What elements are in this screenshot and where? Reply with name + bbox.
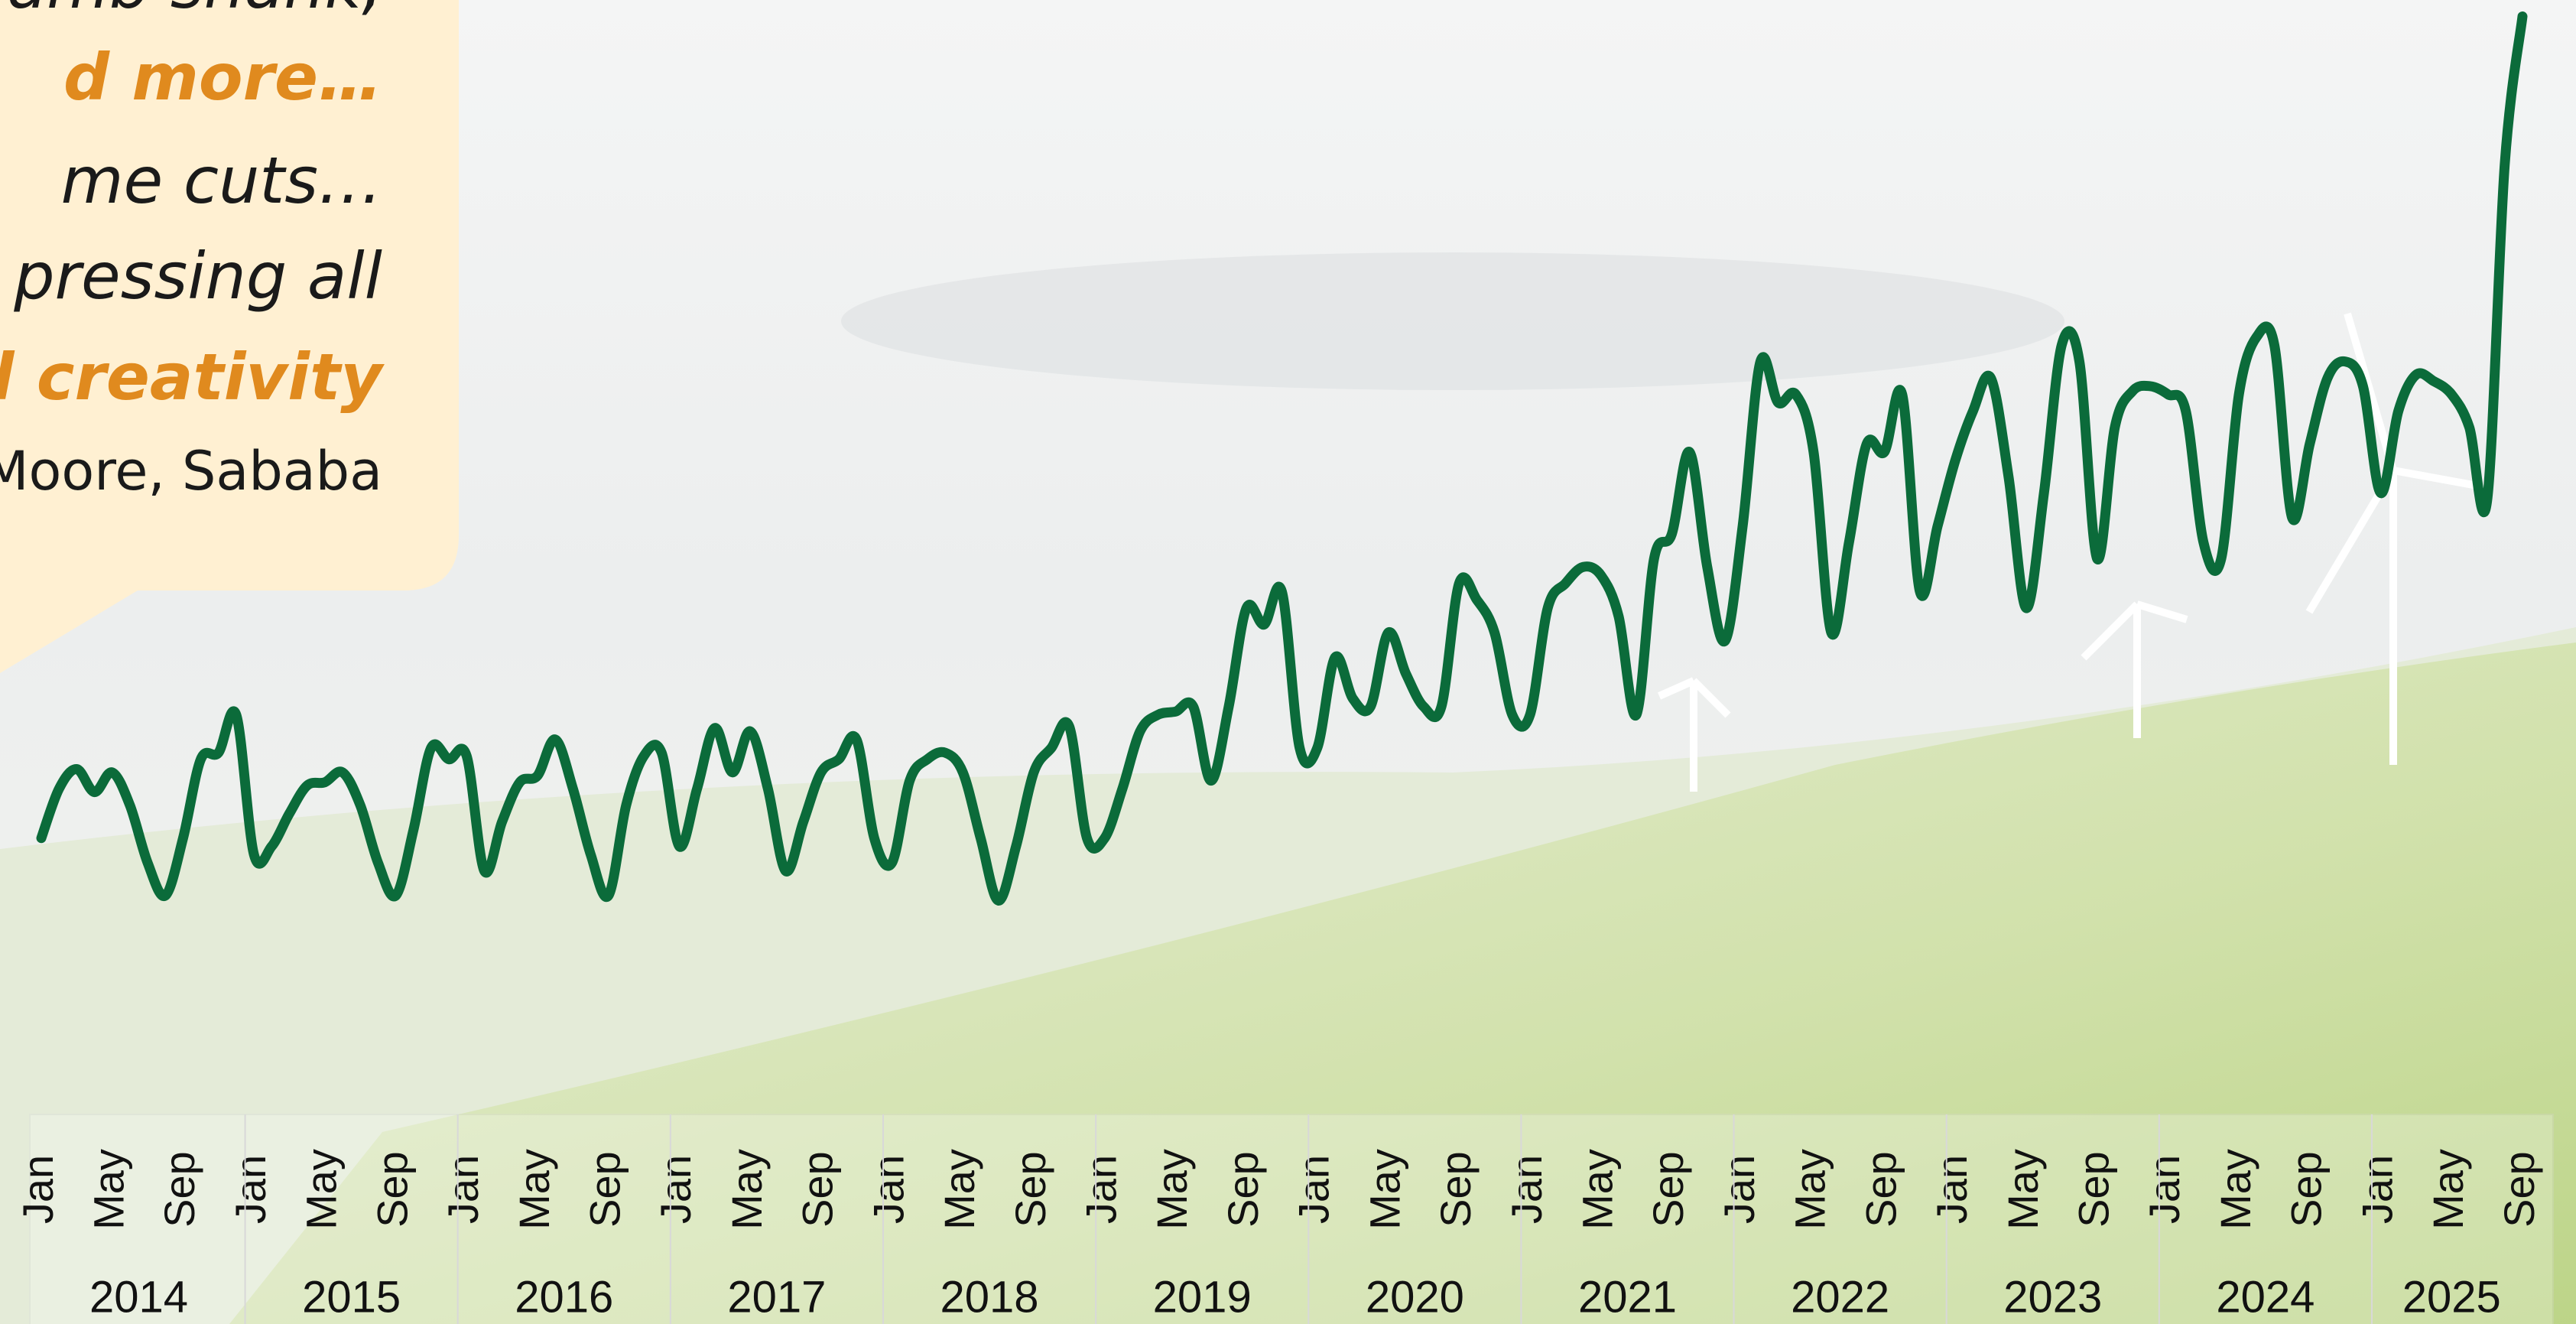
callout-line: me cuts… [61,143,382,218]
x-tick-label: Jan [439,1155,487,1224]
callout: amb shank, d more… me cuts… pressing all l c… [0,0,385,503]
group-label: 2021 [1578,1272,1677,1322]
callout-bubble [0,0,459,673]
x-tick-label: May [85,1149,133,1230]
x-tick-label: May [723,1149,771,1230]
x-tick-label: Sep [581,1151,629,1228]
x-tick-label: May [935,1149,983,1230]
x-tick-label: Jan [2140,1155,2188,1224]
x-tick-label: Sep [1856,1151,1905,1228]
callout-line: Moore, Sababa [0,440,382,503]
wind-turbines [1657,312,2478,792]
group-label: 2014 [89,1272,188,1322]
x-tick-label: May [1999,1149,2047,1230]
x-tick-label: Sep [2070,1151,2118,1228]
x-tick-label: Jan [864,1155,912,1224]
x-tick-label: Jan [1077,1155,1126,1224]
x-tick-label: Jan [2353,1155,2401,1224]
x-tick-label: Sep [155,1151,203,1228]
x-tick-label: May [2211,1149,2259,1230]
group-label: 2018 [940,1272,1039,1322]
axis-box [29,1114,2554,1324]
x-tick-label: Jan [1715,1155,1763,1224]
cloud [841,252,2064,390]
callout-line: pressing all [13,239,382,314]
group-label: 2016 [515,1272,613,1322]
x-tick-label: May [510,1149,558,1230]
x-tick-label: Sep [368,1151,416,1228]
callout-line: d more… [63,40,382,115]
x-tick-label: Sep [2495,1151,2543,1228]
hill [229,642,2576,1324]
group-label: 2020 [1366,1272,1464,1322]
plot [36,11,2528,906]
x-tick-label: May [1360,1149,1408,1230]
x-tick-label: Jan [651,1155,700,1224]
callout-line: l creativity [0,340,385,415]
group-label: 2024 [2216,1272,2315,1322]
group-label: 2019 [1153,1272,1252,1322]
group-label: 2015 [302,1272,401,1322]
group-label: 2022 [1791,1272,1889,1322]
x-tick-label: Jan [226,1155,274,1224]
x-tick-label: Jan [14,1155,62,1224]
x-tick-label: May [1786,1149,1834,1230]
x-tick-label: May [2424,1149,2472,1230]
group-label: 2025 [2402,1272,2501,1322]
x-tick-label: Sep [1219,1151,1267,1228]
x-tick-label: Sep [1644,1151,1692,1228]
x-tick-label: May [297,1149,346,1230]
x-tick-label: May [1574,1149,1622,1230]
callout-line: amb shank, [8,0,382,23]
x-tick-label: Jan [1502,1155,1551,1224]
x-tick-label: May [1148,1149,1196,1230]
x-tick-label: Sep [794,1151,842,1228]
x-tick-label: Sep [1006,1151,1054,1228]
x-tick-label: Sep [1431,1151,1480,1228]
group-label: 2023 [2003,1272,2102,1322]
data-line [36,11,2528,906]
x-tick-label: Jan [1290,1155,1338,1224]
x-tick-label: Sep [2282,1151,2331,1228]
group-label: 2017 [727,1272,826,1322]
x-axis: Jan May Sep Jan May Sep Jan May Sep Jan May Sep Jan M… [14,1114,2543,1324]
x-tick-label: Jan [1928,1155,1976,1224]
